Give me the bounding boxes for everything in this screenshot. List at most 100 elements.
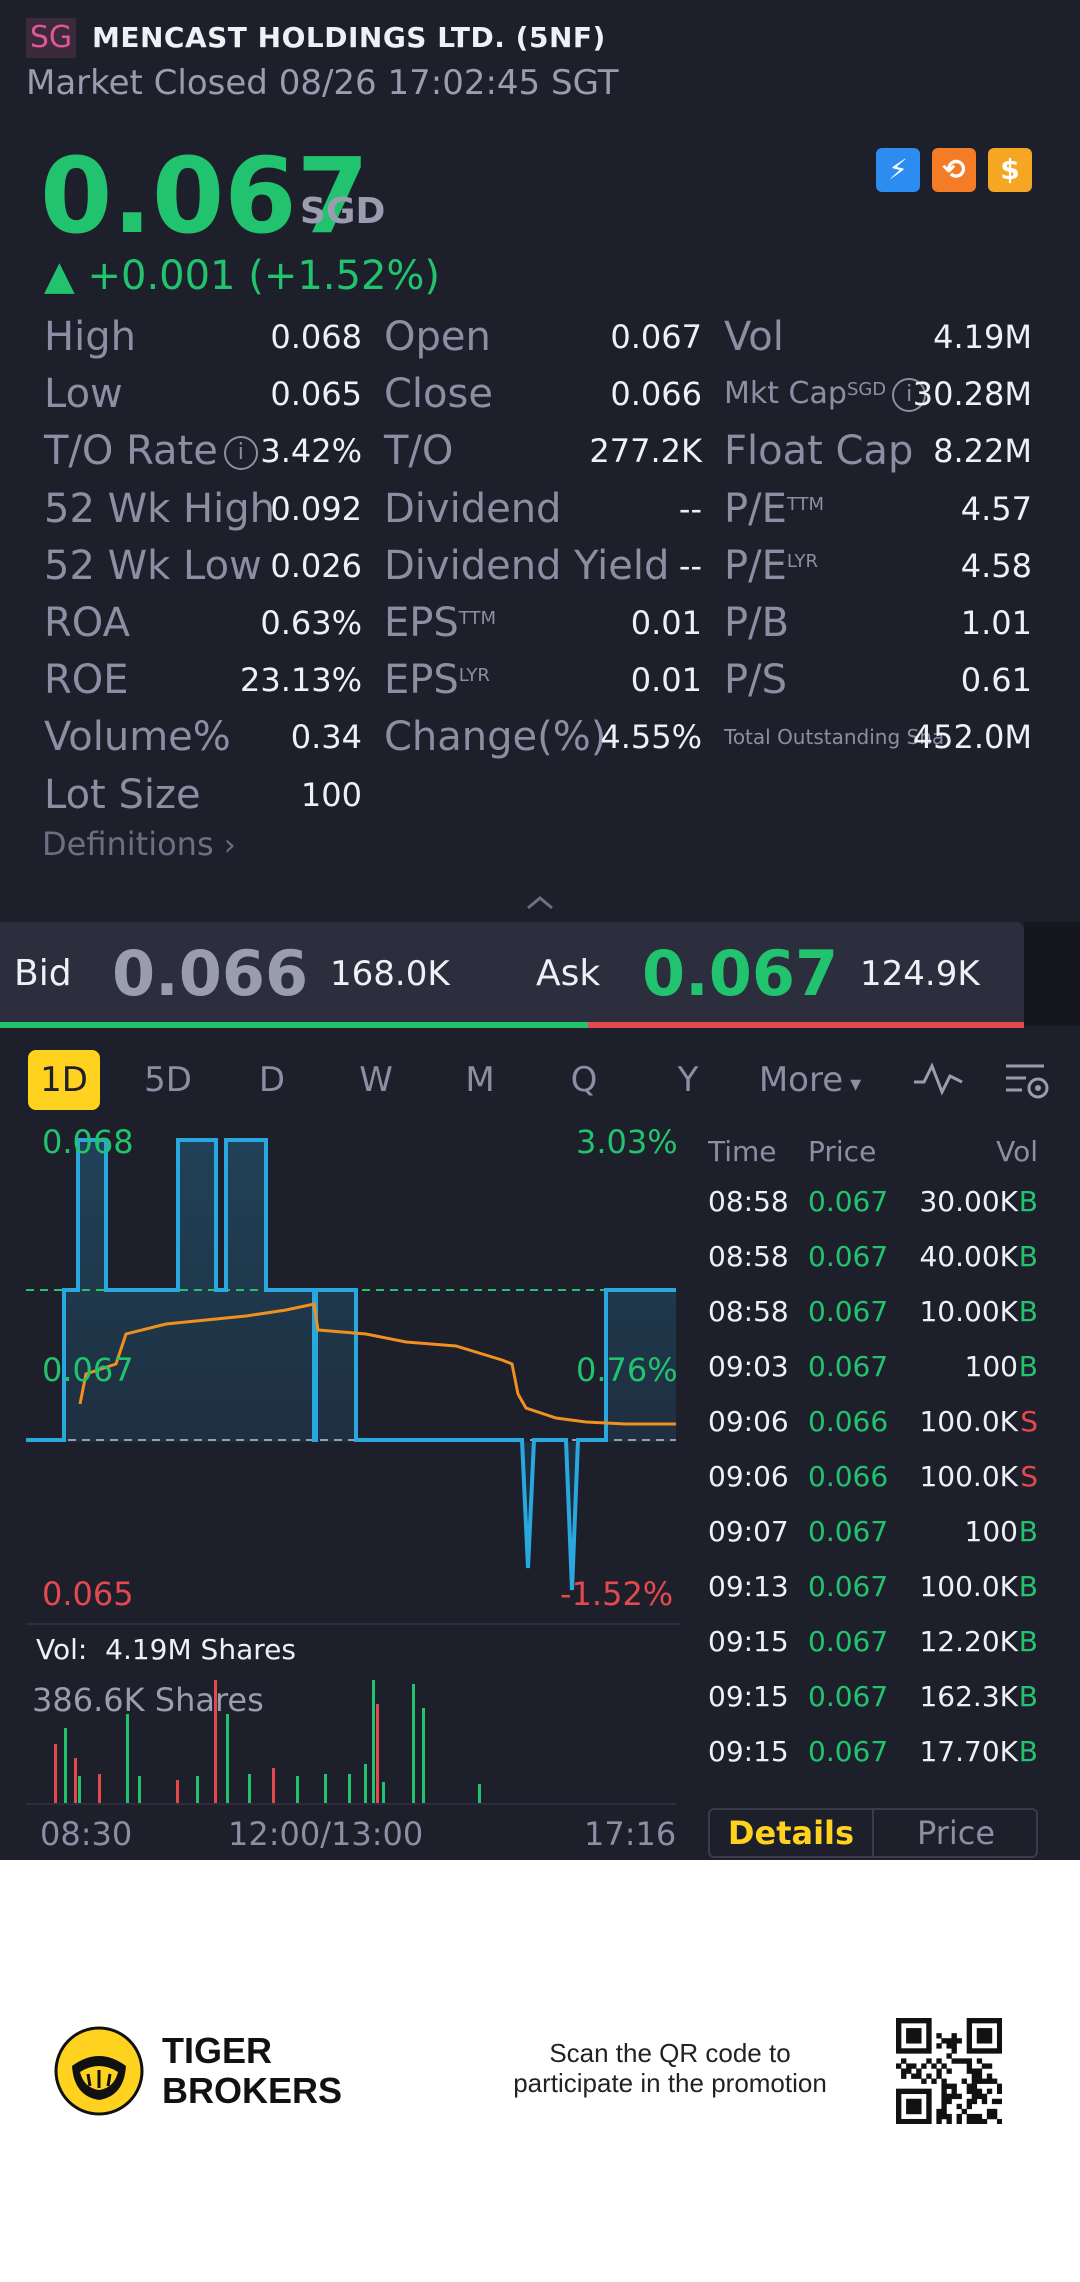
stat-value: 1.01 [960, 604, 1032, 642]
tab-q[interactable]: Q [570, 1060, 598, 1100]
col-vol-header: Vol [996, 1135, 1038, 1168]
qr-code-icon[interactable] [896, 2018, 1002, 2124]
tab-details[interactable]: Details [710, 1810, 874, 1856]
intraday-chart[interactable] [26, 1124, 680, 1824]
stat-value: 0.63% [260, 604, 362, 642]
trade-time: 09:06 [708, 1405, 789, 1438]
trade-side: B [1018, 1680, 1038, 1713]
time-sales-panel[interactable]: Time Price Vol 08:58 0.067 30.00K B 08:58 0.0… [708, 1132, 1038, 1802]
price-line [26, 1138, 676, 1591]
trade-row: 09:07 0.067 100 B [708, 1504, 1038, 1559]
brand-line2: BROKERS [162, 2070, 343, 2111]
tab-1d[interactable]: 1D [28, 1050, 100, 1110]
trade-time: 09:13 [708, 1570, 789, 1603]
trade-time: 09:15 [708, 1735, 789, 1768]
volume-bar [422, 1708, 425, 1804]
tab-y[interactable]: Y [677, 1060, 699, 1100]
bid-price[interactable]: 0.066 [112, 937, 309, 1010]
trade-price: 0.067 [808, 1515, 889, 1548]
volume-bar [78, 1776, 81, 1804]
info-icon[interactable]: i [892, 377, 927, 412]
trade-time: 09:07 [708, 1515, 789, 1548]
stat-label: Float Cap [724, 428, 914, 475]
brand-line1: TIGER [162, 2030, 273, 2071]
market-status: Market Closed 08/26 17:02:45 SGT [26, 63, 619, 103]
chart-low-label: 0.065 [42, 1575, 134, 1613]
trade-row: 08:58 0.067 30.00K B [708, 1174, 1038, 1229]
trade-price: 0.067 [808, 1350, 889, 1383]
volume-bar [64, 1728, 67, 1804]
chart-pct-high: 3.03% [576, 1123, 678, 1161]
trade-price: 0.067 [808, 1240, 889, 1273]
stat-label: Lot Size [44, 771, 201, 818]
volume-bars [54, 1680, 481, 1804]
stat-value: 3.42% [260, 432, 362, 471]
stat-label: 52 Wk Low [44, 542, 262, 589]
bid-volume: 168.0K [330, 954, 450, 994]
chart-pct-mid: 0.76% [576, 1351, 678, 1389]
trade-volume: 100.0K [919, 1570, 1018, 1603]
stat-value: 4.55% [600, 718, 702, 757]
stat-value: 4.58 [960, 546, 1032, 585]
volume-bar [324, 1774, 327, 1804]
trade-price: 0.066 [808, 1460, 889, 1493]
stock-title: MENCAST HOLDINGS LTD. (5NF) [92, 21, 606, 54]
definitions-link[interactable]: Definitions › [42, 825, 236, 863]
stat-label: P/ELYR [724, 542, 819, 589]
volume-bar [372, 1680, 375, 1804]
stat-value: 0.067 [610, 318, 702, 356]
trade-price: 0.067 [808, 1735, 889, 1768]
stat-label: P/B [724, 600, 790, 646]
stat-value: 0.01 [630, 661, 702, 700]
trade-volume: 40.00K [919, 1240, 1018, 1273]
bid-label: Bid [14, 953, 72, 994]
stat-label: P/ETTM [724, 485, 825, 532]
tab-m[interactable]: M [465, 1060, 495, 1100]
volume-summary: Vol: 4.19M Shares [36, 1633, 296, 1666]
tab-d[interactable]: D [258, 1060, 286, 1100]
volume-bar [196, 1776, 199, 1804]
trade-side: B [1018, 1185, 1038, 1218]
ask-price[interactable]: 0.067 [642, 937, 839, 1010]
trade-side: B [1018, 1515, 1038, 1548]
stat-value: 0.068 [270, 318, 362, 356]
stat-label: T/O Rate i [44, 426, 258, 476]
stat-label: High [44, 314, 136, 360]
trade-time: 08:58 [708, 1295, 789, 1328]
trade-volume: 100.0K [919, 1405, 1018, 1438]
col-price-header: Price [808, 1135, 877, 1168]
trade-volume: 12.20K [919, 1625, 1018, 1658]
promo-footer: TIGER BROKERS Scan the QR code to partic… [0, 1860, 1080, 2282]
trade-side: B [1018, 1295, 1038, 1328]
indicator-icon[interactable] [912, 1058, 964, 1100]
volume-bar [248, 1774, 251, 1804]
trade-row: 09:15 0.067 17.70K B [708, 1724, 1038, 1779]
info-icon[interactable]: i [223, 436, 258, 471]
chart-high-label: 0.068 [42, 1123, 134, 1161]
stat-value: 277.2K [589, 432, 702, 471]
dollar-icon[interactable]: $ [988, 148, 1032, 192]
stat-value: 100 [300, 775, 362, 814]
tab-w[interactable]: W [359, 1060, 393, 1100]
trade-row: 09:03 0.067 100 B [708, 1339, 1038, 1394]
x-axis-mid: 12:00/13:00 [228, 1815, 424, 1853]
collapse-chevron-icon[interactable] [522, 890, 558, 914]
trade-row: 09:15 0.067 12.20K B [708, 1614, 1038, 1669]
tab-more[interactable]: More ▾ [758, 1060, 862, 1100]
orange-cycle-icon[interactable]: ⟲ [932, 148, 976, 192]
volume-bar [296, 1776, 299, 1804]
tab-5d[interactable]: 5D [144, 1060, 192, 1100]
flash-1-icon[interactable]: ⚡ [876, 148, 920, 192]
stat-value: 452.0M [912, 718, 1032, 757]
stat-label: Mkt CapSGD i [724, 369, 927, 419]
tab-price[interactable]: Price [916, 1814, 996, 1852]
trade-row: 08:58 0.067 10.00K B [708, 1284, 1038, 1339]
chart-settings-icon[interactable] [1004, 1060, 1050, 1102]
trade-row: 09:15 0.067 162.3K B [708, 1669, 1038, 1724]
volume-bar [214, 1680, 217, 1804]
trade-side: B [1018, 1350, 1038, 1383]
stat-label: Open [384, 314, 491, 360]
volume-bar [364, 1764, 367, 1804]
trade-price: 0.067 [808, 1625, 889, 1658]
trade-price: 0.067 [808, 1295, 889, 1328]
